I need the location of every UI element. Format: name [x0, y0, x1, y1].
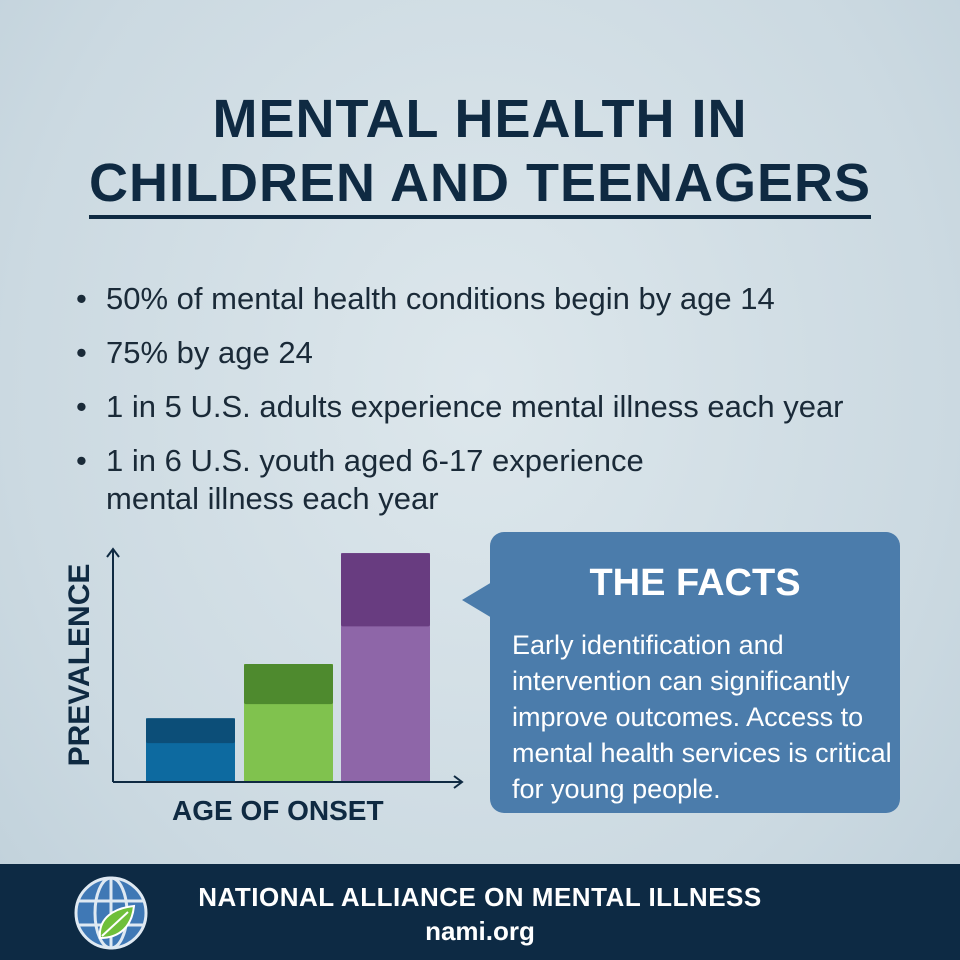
y-axis-label: PREVALENCE — [63, 563, 96, 767]
y-axis-arrow — [106, 547, 120, 558]
facts-list: 50% of mental health conditions begin by… — [76, 280, 844, 534]
bar-2-top — [244, 664, 333, 705]
bullet-item: 1 in 6 U.S. youth aged 6-17 experience m… — [76, 442, 696, 518]
title-line-1: MENTAL HEALTH IN — [212, 89, 748, 149]
globe-leaf-logo-icon — [74, 876, 148, 950]
facts-callout: THE FACTS Early identification and inter… — [462, 532, 900, 813]
bullet-item: 50% of mental health conditions begin by… — [76, 280, 844, 318]
x-axis-label: AGE OF ONSET — [172, 795, 384, 826]
bullet-item: 75% by age 24 — [76, 334, 844, 372]
title-line-2: CHILDREN AND TEENAGERS — [88, 153, 872, 219]
bar-3-top — [341, 553, 430, 627]
bullet-item: 1 in 5 U.S. adults experience mental ill… — [76, 388, 844, 426]
org-url[interactable]: nami.org — [425, 916, 535, 946]
footer: NATIONAL ALLIANCE ON MENTAL ILLNESS nami… — [0, 864, 960, 960]
facts-body: Early identification and intervention ca… — [512, 630, 892, 804]
x-axis-arrow — [453, 775, 464, 789]
bar-1-top — [146, 718, 235, 744]
org-name: NATIONAL ALLIANCE ON MENTAL ILLNESS — [198, 882, 762, 912]
facts-heading: THE FACTS — [589, 562, 801, 604]
